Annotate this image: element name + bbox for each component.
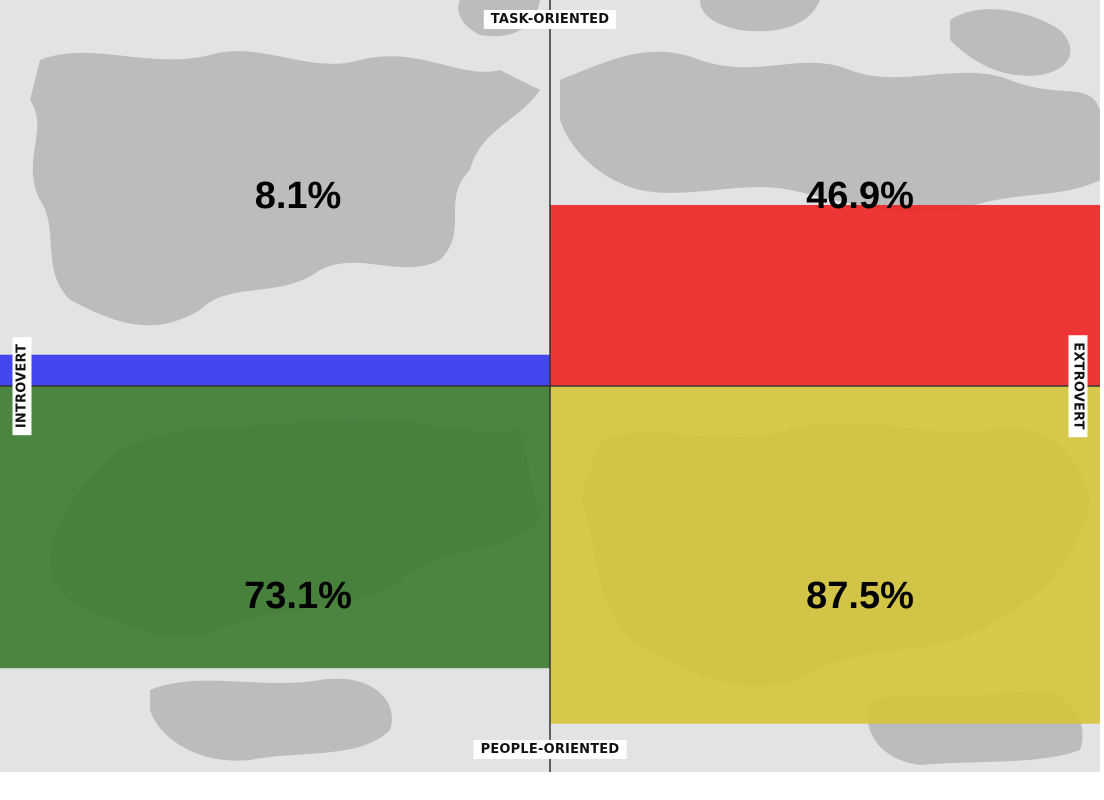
bar-people-introvert [0, 386, 550, 669]
bar-people-extrovert [550, 386, 1100, 724]
axis-label-people-oriented: PEOPLE-ORIENTED [473, 740, 627, 759]
axis-label-task-oriented: TASK-ORIENTED [483, 10, 617, 29]
map-background: 8.1% 46.9% 73.1% 87.5% [0, 0, 1100, 772]
value-label-task-introvert: 8.1% [255, 175, 342, 217]
bar-task-extrovert [550, 204, 1100, 386]
value-label-task-extrovert: 46.9% [806, 175, 914, 217]
value-label-people-extrovert: 87.5% [806, 575, 914, 617]
value-label-people-introvert: 73.1% [244, 575, 352, 617]
bar-task-introvert [0, 354, 550, 386]
axis-label-extrovert: EXTROVERT [1068, 335, 1088, 437]
axis-label-introvert: INTROVERT [12, 336, 32, 436]
